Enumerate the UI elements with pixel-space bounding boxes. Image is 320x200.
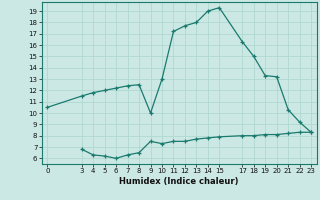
X-axis label: Humidex (Indice chaleur): Humidex (Indice chaleur): [119, 177, 239, 186]
